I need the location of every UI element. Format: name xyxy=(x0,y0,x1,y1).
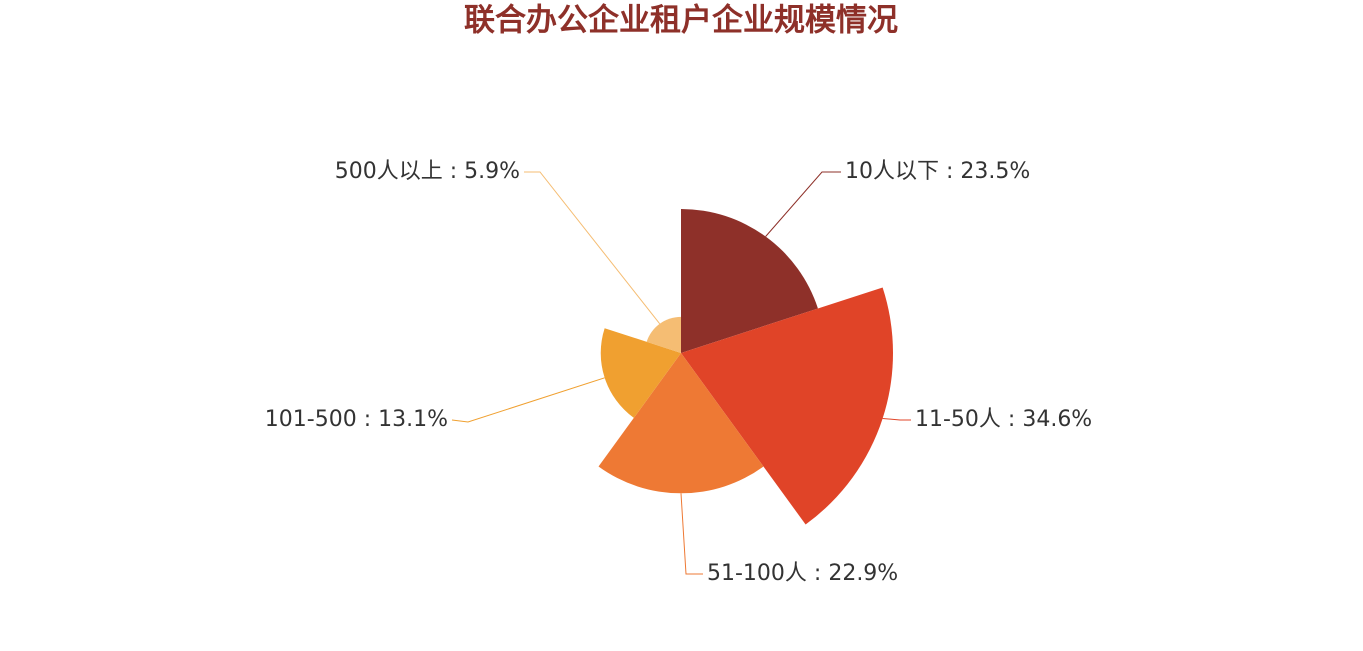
rose-slice xyxy=(600,328,681,418)
label-line xyxy=(765,171,841,237)
data-label: 500人以上 : 5.9% xyxy=(335,159,520,184)
rose-slice xyxy=(598,353,764,494)
data-label: 11-50人 : 34.6% xyxy=(915,407,1092,432)
rose-slice xyxy=(646,316,681,353)
data-label: 101-500 : 13.1% xyxy=(265,407,448,432)
data-label: 51-100人 : 22.9% xyxy=(707,561,898,586)
chart-title: 联合办公企业租户企业规模情况 xyxy=(464,3,898,39)
label-line xyxy=(524,171,661,325)
rose-slice xyxy=(681,287,893,525)
data-label: 10人以下 : 23.5% xyxy=(845,159,1030,184)
label-line xyxy=(451,377,605,423)
rose-slice xyxy=(681,209,818,353)
label-line xyxy=(680,493,703,575)
label-line xyxy=(882,418,911,421)
